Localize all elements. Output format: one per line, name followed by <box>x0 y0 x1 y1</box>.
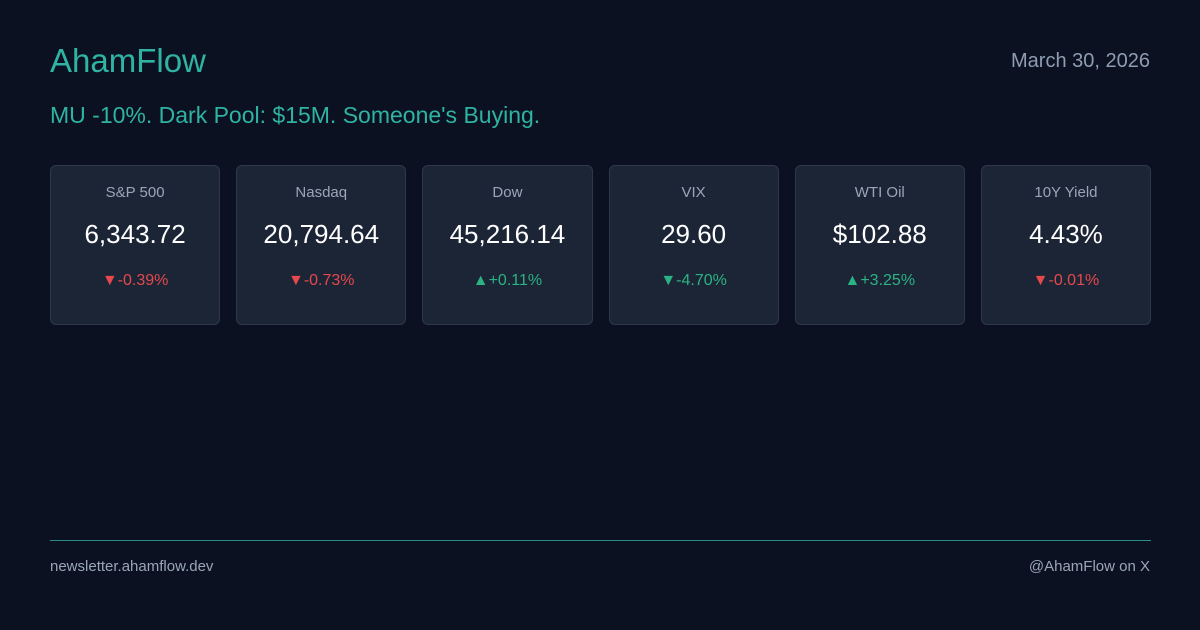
market-card: 10Y Yield 4.43% ▼-0.01% <box>980 165 1152 325</box>
card-change: ▲+3.25% <box>844 272 916 289</box>
card-label: Dow <box>492 184 523 201</box>
market-cards: S&P 500 6,343.72 ▼-0.39% Nasdaq 20,794.64 ▼-0… <box>50 165 1152 325</box>
card-label: VIX <box>681 184 706 201</box>
card-change: ▼-4.70% <box>660 272 727 289</box>
market-card: Nasdaq 20,794.64 ▼-0.73% <box>236 165 407 325</box>
card-change: ▼-0.73% <box>287 272 355 289</box>
card-value: 29.60 <box>661 219 727 249</box>
card-value: $102.88 <box>832 219 927 249</box>
card-value: 20,794.64 <box>263 219 380 249</box>
headline: MU -10%. Dark Pool: $15M. Someone's Buyi… <box>50 102 541 128</box>
card-change: ▲+0.11% <box>472 272 543 289</box>
card-value: 4.43% <box>1029 219 1103 249</box>
card-value: 6,343.72 <box>84 219 186 249</box>
market-card: Dow 45,216.14 ▲+0.11% <box>422 165 593 325</box>
market-card: VIX 29.60 ▼-4.70% <box>608 165 779 325</box>
card-value: 45,216.14 <box>449 219 566 249</box>
market-card: S&P 500 6,343.72 ▼-0.39% <box>50 165 221 325</box>
card-label: 10Y Yield <box>1034 184 1098 201</box>
market-card: WTI Oil $102.88 ▲+3.25% <box>794 165 965 325</box>
card-label: WTI Oil <box>854 184 905 201</box>
date: March 30, 2026 <box>1011 50 1150 72</box>
card-label: Nasdaq <box>295 184 348 201</box>
card-change: ▼-0.39% <box>101 272 169 289</box>
footer-handle: @AhamFlow on X <box>1028 558 1150 575</box>
card-label: S&P 500 <box>105 184 165 201</box>
card-change: ▼-0.01% <box>1032 272 1100 289</box>
brand: AhamFlow <box>50 42 206 79</box>
footer-link: newsletter.ahamflow.dev <box>50 558 214 575</box>
divider <box>50 540 1151 541</box>
